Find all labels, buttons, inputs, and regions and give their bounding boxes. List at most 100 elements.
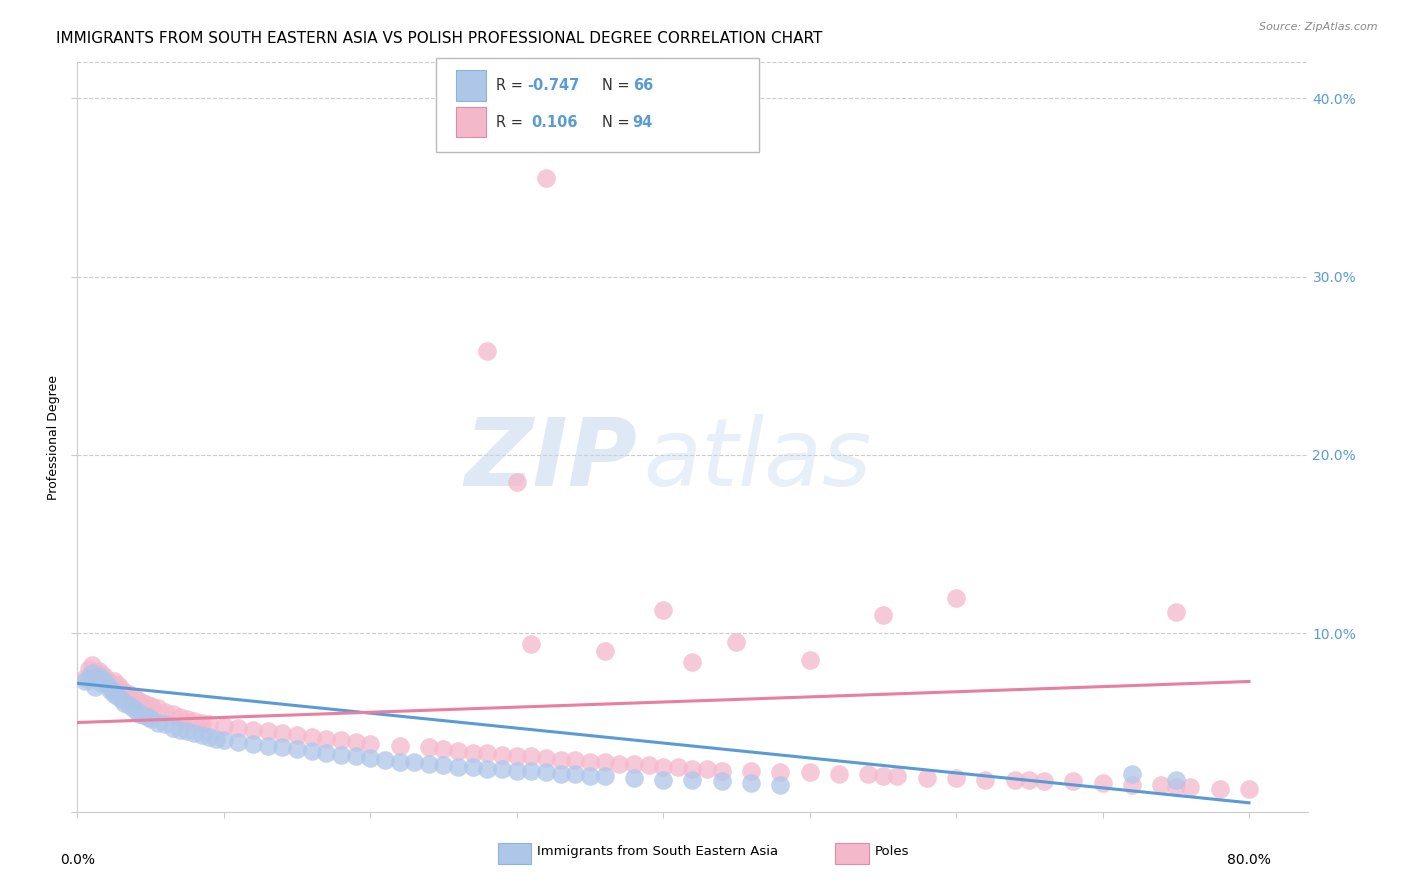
Point	[176, 724, 198, 739]
Point	[96, 678, 118, 692]
Point	[112, 685, 135, 699]
Point	[301, 730, 323, 744]
Point	[93, 669, 115, 683]
Point	[593, 755, 616, 769]
Point	[198, 717, 221, 731]
Point	[285, 742, 308, 756]
Point	[89, 664, 111, 678]
Point	[242, 737, 264, 751]
Point	[886, 769, 908, 783]
Text: 80.0%: 80.0%	[1227, 853, 1271, 867]
Point	[107, 678, 129, 692]
Point	[132, 708, 155, 723]
Point	[710, 764, 733, 778]
Point	[271, 726, 294, 740]
Point	[73, 671, 96, 685]
Point	[550, 767, 572, 781]
Point	[447, 760, 470, 774]
Point	[682, 762, 704, 776]
Point	[84, 680, 107, 694]
Point	[212, 733, 235, 747]
Point	[623, 771, 645, 785]
Point	[520, 749, 543, 764]
Point	[623, 756, 645, 771]
Point	[799, 765, 821, 780]
Point	[652, 772, 675, 787]
Point	[101, 680, 124, 694]
Point	[103, 687, 125, 701]
Point	[682, 655, 704, 669]
Point	[534, 171, 557, 186]
Point	[153, 705, 177, 719]
Point	[564, 767, 586, 781]
Point	[183, 714, 205, 728]
Point	[593, 769, 616, 783]
Point	[696, 762, 718, 776]
Point	[90, 676, 112, 690]
Point	[579, 769, 602, 783]
Point	[1004, 772, 1026, 787]
Text: ZIP: ZIP	[464, 414, 637, 506]
Point	[110, 692, 132, 706]
Point	[228, 735, 250, 749]
Point	[344, 749, 367, 764]
Point	[740, 764, 762, 778]
Point	[162, 721, 184, 735]
Point	[315, 746, 337, 760]
Text: R =: R =	[496, 115, 533, 129]
Point	[136, 698, 159, 712]
Point	[359, 751, 381, 765]
Point	[285, 728, 308, 742]
Point	[1018, 772, 1040, 787]
Point	[205, 731, 228, 746]
Point	[607, 756, 630, 771]
Point	[1062, 774, 1084, 789]
Point	[945, 591, 967, 605]
Point	[256, 724, 278, 739]
Point	[212, 719, 235, 733]
Text: -0.747: -0.747	[527, 78, 579, 93]
Point	[169, 710, 191, 724]
Text: 94: 94	[633, 115, 652, 129]
Point	[1180, 780, 1202, 794]
Point	[652, 760, 675, 774]
Point	[666, 760, 689, 774]
Point	[191, 715, 214, 730]
Point	[564, 753, 586, 767]
Point	[89, 669, 111, 683]
Point	[125, 692, 148, 706]
Point	[579, 755, 602, 769]
Point	[418, 740, 440, 755]
Point	[550, 753, 572, 767]
Point	[945, 771, 967, 785]
Point	[682, 772, 704, 787]
Point	[769, 778, 792, 792]
Point	[432, 742, 454, 756]
Point	[477, 746, 499, 760]
Text: N =: N =	[602, 78, 634, 93]
Point	[506, 475, 529, 489]
Point	[461, 746, 484, 760]
Point	[652, 603, 675, 617]
Point	[125, 703, 148, 717]
Point	[520, 764, 543, 778]
Point	[162, 706, 184, 721]
Point	[388, 755, 411, 769]
Point	[1150, 778, 1173, 792]
Point	[98, 683, 121, 698]
Point	[799, 653, 821, 667]
Point	[98, 676, 121, 690]
Point	[101, 681, 124, 696]
Point	[80, 665, 103, 680]
Point	[93, 673, 115, 687]
Text: atlas: atlas	[644, 414, 872, 505]
Point	[593, 644, 616, 658]
Point	[740, 776, 762, 790]
Point	[1237, 781, 1260, 796]
Point	[828, 767, 851, 781]
Point	[534, 751, 557, 765]
Point	[1164, 772, 1187, 787]
Point	[915, 771, 938, 785]
Point	[105, 683, 128, 698]
Point	[128, 694, 150, 708]
